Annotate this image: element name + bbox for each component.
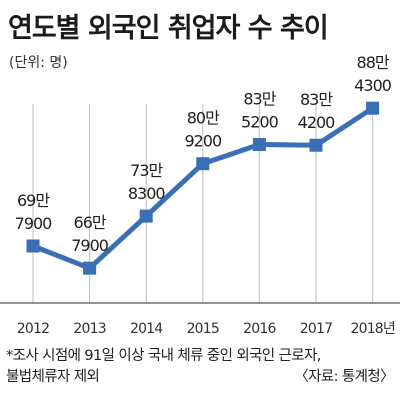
chart-title: 연도별 외국인 취업자 수 추이 [8, 13, 329, 44]
data-label: 80만 [187, 109, 220, 128]
data-label: 4200 [298, 113, 336, 132]
x-tick-label: 2014 [130, 321, 163, 337]
x-tick-label: 2018년 [350, 321, 395, 337]
data-point [196, 157, 210, 171]
footnote: *조사 시점에 91일 이상 국내 체류 중인 외국인 근로자, 불법체류자 제… [6, 346, 321, 388]
source-note: 〈자료: 통계청〉 [294, 369, 394, 385]
data-point [83, 261, 97, 275]
footnote-line-2: 불법체류자 제외 [6, 369, 100, 385]
x-tick-label: 2013 [73, 321, 105, 337]
data-label: 4300 [354, 76, 392, 95]
data-label: 73만 [130, 161, 163, 180]
data-label: 5200 [241, 113, 279, 132]
data-label: 83만 [300, 90, 333, 109]
footnote-line-1: *조사 시점에 91일 이상 국내 체류 중인 외국인 근로자, [6, 348, 321, 364]
data-point [26, 239, 40, 253]
data-point [366, 101, 380, 115]
data-label: 69만 [17, 191, 50, 210]
data-label: 66만 [74, 213, 107, 232]
x-tick-label: 2012 [17, 321, 49, 337]
data-label: 7900 [71, 236, 109, 255]
data-label: 7900 [15, 214, 53, 233]
data-point [309, 138, 323, 152]
data-label: 9200 [184, 132, 222, 151]
data-label: 8300 [128, 184, 166, 203]
x-tick-label: 2015 [187, 321, 219, 337]
data-label: 88만 [357, 53, 390, 72]
data-point [252, 138, 266, 152]
x-tick-label: 2016 [243, 321, 276, 337]
data-label: 83만 [243, 90, 276, 109]
data-point [139, 209, 153, 223]
unit-label: (단위: 명) [9, 55, 68, 71]
x-tick-label: 2017 [300, 321, 332, 337]
